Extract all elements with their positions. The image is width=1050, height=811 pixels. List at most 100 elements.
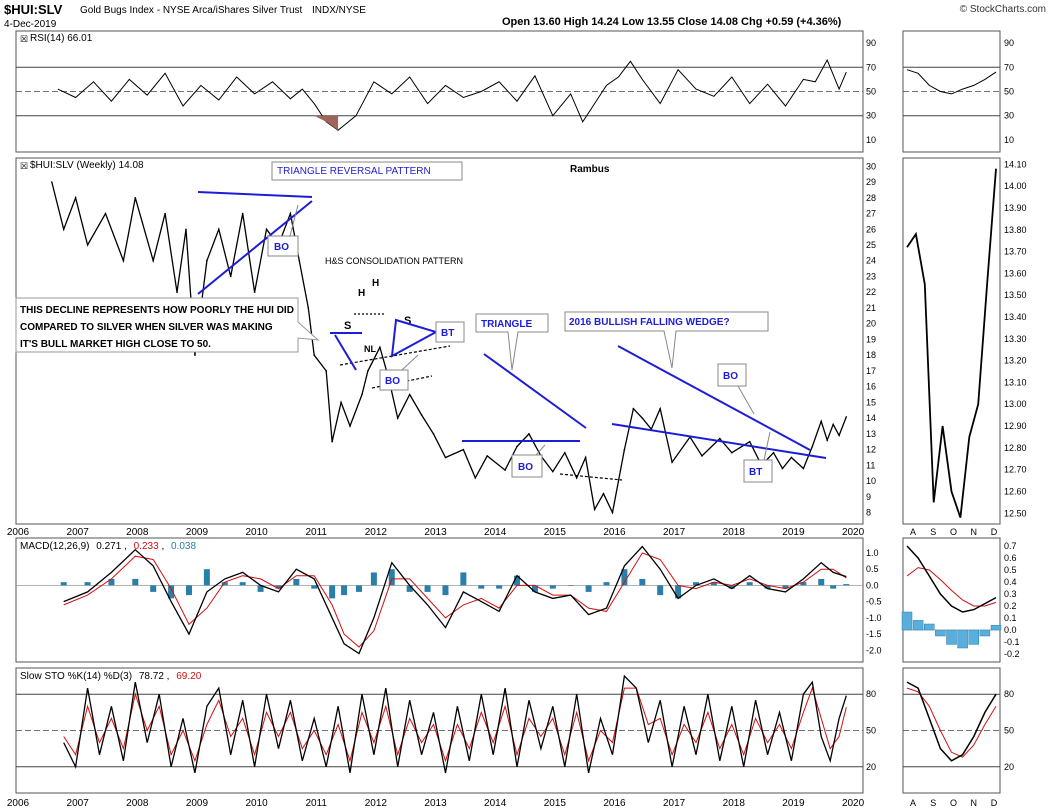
macd-hist-bar-7 bbox=[203, 569, 210, 586]
price-point-28 bbox=[367, 370, 369, 372]
year-label-2018: 2018 bbox=[723, 527, 746, 538]
price-point-47 bbox=[593, 508, 596, 511]
macd-hist-bar-35 bbox=[692, 582, 699, 586]
zoom-month-bottom-O: O bbox=[950, 798, 957, 808]
wedge-bottom-line bbox=[611, 423, 827, 459]
price-tick-28: 28 bbox=[866, 193, 876, 203]
zoom-price-tick-13_8: 13.80 bbox=[1004, 225, 1027, 235]
macd-comma: , bbox=[124, 541, 127, 552]
zoom-rsi-tick-90: 90 bbox=[1004, 38, 1014, 48]
zoom-price-tick-13_9: 13.90 bbox=[1004, 203, 1027, 213]
year-label-bottom-2014: 2014 bbox=[484, 798, 507, 809]
zoom-stoch-d-line bbox=[906, 687, 997, 758]
price-point-26 bbox=[349, 425, 351, 427]
macd-tick-0_5: 0.5 bbox=[866, 564, 879, 574]
year-label-2012: 2012 bbox=[365, 527, 388, 538]
price-point-54 bbox=[659, 407, 661, 410]
right-shoulder-label: S bbox=[404, 315, 411, 327]
macd-signal-line bbox=[63, 552, 847, 648]
bo-box-1 bbox=[267, 235, 299, 257]
macd-hist-bar-32 bbox=[639, 578, 646, 586]
year-label-2013: 2013 bbox=[424, 527, 447, 538]
price-point-46 bbox=[584, 456, 587, 459]
price-point-40 bbox=[516, 445, 518, 448]
price-point-65 bbox=[802, 467, 805, 470]
zoom-stoch-tick-50: 50 bbox=[1004, 726, 1014, 736]
price-tick-15: 15 bbox=[866, 397, 876, 407]
zoom-macd-hist-bar-7 bbox=[979, 629, 991, 637]
wedge-label: 2016 BULLISH FALLING WEDGE? bbox=[564, 311, 769, 369]
bt-text-2: BT bbox=[749, 467, 762, 478]
series-layer bbox=[50, 58, 1002, 774]
macd-tick-neg0_5: -0.5 bbox=[866, 597, 882, 607]
price-point-67 bbox=[820, 420, 823, 423]
macd-hist-bar-17 bbox=[370, 572, 377, 586]
price-line bbox=[51, 181, 847, 515]
price-point-37 bbox=[474, 477, 477, 479]
bt-text-1: BT bbox=[441, 328, 454, 339]
zoom-month-S: S bbox=[930, 527, 936, 537]
zoom-macd-tick-0_6: 0.6 bbox=[1004, 553, 1017, 563]
year-label-bottom-2020: 2020 bbox=[842, 798, 865, 809]
macd-hist-bar-15 bbox=[341, 585, 348, 596]
axes-layer: 2006200620072007200820082009200920102010… bbox=[7, 38, 1027, 809]
price-point-33 bbox=[420, 414, 423, 416]
year-label-2010: 2010 bbox=[245, 527, 268, 538]
macd-title-prefix: MACD(12,26,9) bbox=[20, 541, 89, 552]
macd-hist-bar-19 bbox=[406, 585, 413, 592]
price-annotations: TRIANGLE REVERSAL PATTERN BO H&S CONSOLI… bbox=[15, 161, 827, 483]
zoom-price-tick-12_7: 12.70 bbox=[1004, 465, 1027, 475]
macd-panel-frame bbox=[15, 537, 864, 663]
zoom-rsi-tick-10: 10 bbox=[1004, 135, 1014, 145]
triangle-label-text: TRIANGLE bbox=[481, 319, 532, 330]
zoom-price-tick-13_5: 13.50 bbox=[1004, 290, 1027, 300]
bo-text-4: BO bbox=[723, 371, 738, 382]
year-label-2006: 2006 bbox=[7, 527, 30, 538]
rsi-oversold-fill bbox=[314, 115, 339, 131]
price-point-21 bbox=[307, 307, 310, 309]
zoom-macd-tick-neg0_2: -0.2 bbox=[1004, 649, 1020, 659]
macd-hist-bar-3 bbox=[132, 578, 139, 586]
zoom-macd-tick-0_3: 0.3 bbox=[1004, 589, 1017, 599]
price-point-1 bbox=[62, 228, 65, 231]
macd-hist-bar-2 bbox=[108, 578, 115, 586]
stoch-k-line bbox=[63, 674, 847, 774]
macd-hist-bar-27 bbox=[549, 585, 556, 589]
triangle-reversal-label-text: TRIANGLE REVERSAL PATTERN bbox=[277, 166, 431, 177]
year-label-2020: 2020 bbox=[842, 527, 865, 538]
zoom-macd-hist-bar-4 bbox=[946, 629, 957, 645]
macd-hist-bar-41 bbox=[800, 582, 807, 586]
stoch-title-prefix: Slow STO %K(14) %D(3) bbox=[20, 671, 132, 682]
stoch-comma: , bbox=[167, 671, 170, 682]
macd-hist-bar-11 bbox=[275, 585, 282, 589]
chart-header: $HUI:SLV Gold Bugs Index - NYSE Arca/iSh… bbox=[4, 2, 1046, 30]
zoom-rsi-tick-50: 50 bbox=[1004, 87, 1014, 97]
zoom-price-tick-13_1: 13.10 bbox=[1004, 377, 1027, 387]
macd-hist-bar-39 bbox=[764, 585, 771, 589]
macd-tick-neg2: -2.0 bbox=[866, 645, 882, 655]
bo-label-3: BO bbox=[511, 444, 546, 478]
zoom-macd-hist-bar-0 bbox=[901, 611, 913, 631]
zoom-macd-tick-0_2: 0.2 bbox=[1004, 601, 1017, 611]
price-tick-12: 12 bbox=[866, 445, 876, 455]
symbol: $HUI:SLV bbox=[4, 2, 63, 17]
price-tick-20: 20 bbox=[866, 319, 876, 329]
zoom-month-bottom-D: D bbox=[991, 798, 998, 808]
zoom-price-tick-13_4: 13.40 bbox=[1004, 312, 1027, 322]
year-label-bottom-2007: 2007 bbox=[67, 798, 90, 809]
price-point-63 bbox=[781, 467, 784, 470]
stoch-title: Slow STO %K(14) %D(3) 78.72 , 69.20 bbox=[20, 671, 202, 682]
year-label-2007: 2007 bbox=[67, 527, 90, 538]
bo-label-4: BO bbox=[717, 363, 755, 415]
macd-value: 0.271 bbox=[96, 541, 121, 552]
decline-note: THIS DECLINE REPRESENTS HOW POORLY THE H… bbox=[15, 297, 320, 353]
rsi-tick-30: 30 bbox=[866, 111, 876, 121]
zoom-price-tick-14: 14.00 bbox=[1004, 181, 1027, 191]
zoom-stoch-tick-20: 20 bbox=[1004, 762, 1014, 772]
left-shoulder-diagonal bbox=[334, 334, 357, 371]
macd-hist-value: 0.038 bbox=[171, 541, 196, 552]
price-point-12 bbox=[206, 259, 208, 262]
triangle-reversal-label: TRIANGLE REVERSAL PATTERN bbox=[271, 161, 463, 181]
price-point-69 bbox=[832, 423, 834, 426]
year-label-bottom-2011: 2011 bbox=[305, 798, 327, 809]
